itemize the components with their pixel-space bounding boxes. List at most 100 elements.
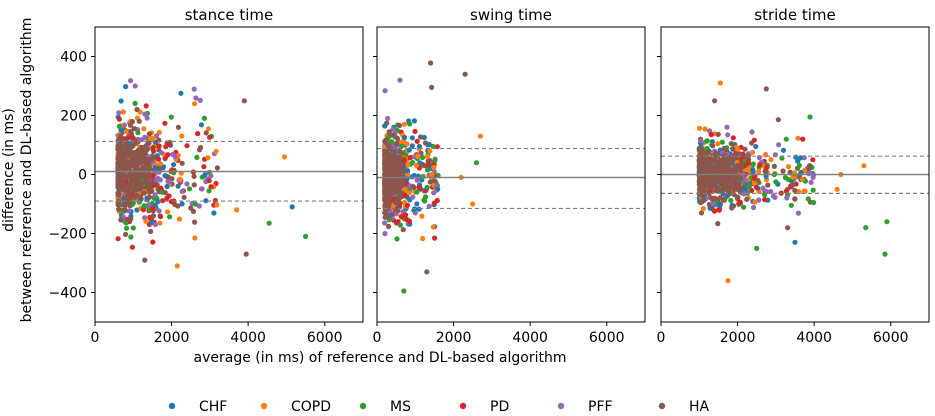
scatter-point-PFF — [153, 177, 159, 183]
scatter-point-MS — [419, 155, 426, 161]
scatter-point-COPD — [281, 154, 288, 160]
scatter-point-HA — [143, 148, 149, 154]
scatter-point-PFF — [193, 95, 199, 101]
scatter-point-HA — [142, 158, 148, 164]
y-tick-label: −400 — [49, 286, 87, 302]
scatter-point-PFF — [199, 186, 205, 192]
scatter-point-HA — [392, 155, 398, 161]
scatter-point-HA — [712, 98, 718, 104]
scatter-point-MS — [128, 234, 134, 240]
legend-label: PD — [490, 399, 509, 415]
scatter-point-PD — [716, 207, 722, 213]
scatter-point-COPD — [725, 278, 731, 284]
scatter-point-PFF — [431, 190, 437, 196]
legend-marker — [359, 402, 367, 410]
scatter-point-PFF — [144, 115, 150, 121]
scatter-point-PFF — [724, 124, 730, 130]
scatter-point-PD — [150, 239, 156, 245]
scatter-point-PFF — [725, 132, 731, 138]
x-tick-label: 2000 — [436, 330, 472, 346]
scatter-point-CHF — [411, 118, 417, 124]
scatter-point-PD — [810, 157, 816, 163]
scatter-point-PFF — [166, 179, 172, 185]
scatter-point-HA — [382, 139, 388, 145]
scatter-point-COPD — [406, 190, 412, 196]
scatter-point-MS — [130, 225, 136, 231]
scatter-point-MS — [811, 199, 817, 206]
scatter-point-HA — [733, 186, 740, 192]
scatter-point-HA — [396, 170, 402, 176]
scatter-point-HA — [732, 168, 739, 174]
scatter-point-HA — [117, 142, 124, 149]
scatter-point-PD — [165, 152, 171, 158]
scatter-point-COPD — [147, 136, 153, 142]
scatter-point-HA — [731, 152, 737, 159]
scatter-point-PFF — [795, 210, 802, 216]
scatter-point-MS — [135, 130, 141, 136]
scatter-point-PD — [158, 213, 164, 220]
scatter-point-COPD — [470, 201, 476, 207]
scatter-point-HA — [386, 185, 392, 191]
scatter-point-HA — [790, 182, 796, 188]
scatter-point-CHF — [178, 90, 184, 96]
scatter-point-HA — [191, 182, 197, 188]
scatter-point-CHF — [401, 134, 408, 141]
legend-item-CHF: CHF — [168, 399, 227, 415]
scatter-point-HA — [128, 129, 134, 136]
scatter-point-MS — [424, 167, 431, 173]
scatter-point-MS — [414, 189, 420, 195]
scatter-point-HA — [390, 159, 396, 165]
scatter-point-COPD — [431, 164, 437, 171]
scatter-point-PFF — [382, 220, 388, 226]
scatter-point-PD — [168, 199, 174, 205]
y-tick-label: −200 — [49, 227, 87, 243]
scatter-point-PD — [412, 128, 418, 134]
scatter-point-CHF — [152, 165, 158, 171]
scatter-point-HA — [726, 159, 732, 165]
scatter-point-PD — [399, 214, 405, 220]
scatter-point-MS — [746, 183, 753, 189]
scatter-point-HA — [716, 174, 722, 180]
scatter-point-HA — [175, 124, 181, 130]
scatter-points — [115, 78, 309, 269]
scatter-point-PD — [730, 135, 736, 141]
x-tick-label: 0 — [373, 330, 382, 346]
scatter-point-HA — [388, 190, 394, 196]
scatter-point-PFF — [184, 181, 190, 187]
scatter-point-MS — [882, 251, 888, 257]
scatter-point-CHF — [780, 147, 787, 153]
panel-title: swing time — [470, 6, 552, 24]
scatter-point-PD — [129, 244, 135, 250]
legend-marker — [658, 402, 666, 410]
scatter-point-MS — [473, 160, 480, 166]
scatter-point-HA — [243, 251, 249, 257]
scatter-point-COPD — [176, 216, 182, 222]
scatter-point-MS — [423, 194, 429, 200]
scatter-point-HA — [720, 197, 726, 203]
scatter-point-MS — [788, 202, 794, 208]
scatter-point-MS — [407, 121, 413, 127]
scatter-point-HA — [787, 169, 793, 175]
scatter-point-MS — [863, 225, 869, 231]
y-tick-label: 200 — [60, 109, 87, 125]
scatter-point-PFF — [750, 204, 757, 211]
scatter-point-HA — [714, 184, 720, 190]
scatter-point-COPD — [234, 207, 240, 213]
scatter-point-COPD — [143, 218, 149, 224]
scatter-point-MS — [782, 175, 789, 181]
scatter-point-HA — [721, 184, 727, 190]
x-tick-label: 4000 — [230, 330, 266, 346]
scatter-point-HA — [121, 202, 127, 208]
scatter-point-PD — [762, 197, 768, 203]
scatter-point-PD — [425, 161, 431, 167]
scatter-point-HA — [735, 162, 741, 168]
scatter-point-MS — [805, 196, 811, 202]
scatter-point-PFF — [410, 194, 416, 200]
scatter-point-HA — [214, 165, 220, 171]
scatter-point-COPD — [861, 163, 867, 169]
scatter-point-PD — [402, 193, 408, 199]
scatter-point-COPD — [735, 146, 741, 152]
scatter-point-HA — [717, 188, 724, 194]
legend-label: COPD — [291, 399, 331, 415]
scatter-point-PFF — [132, 83, 138, 89]
